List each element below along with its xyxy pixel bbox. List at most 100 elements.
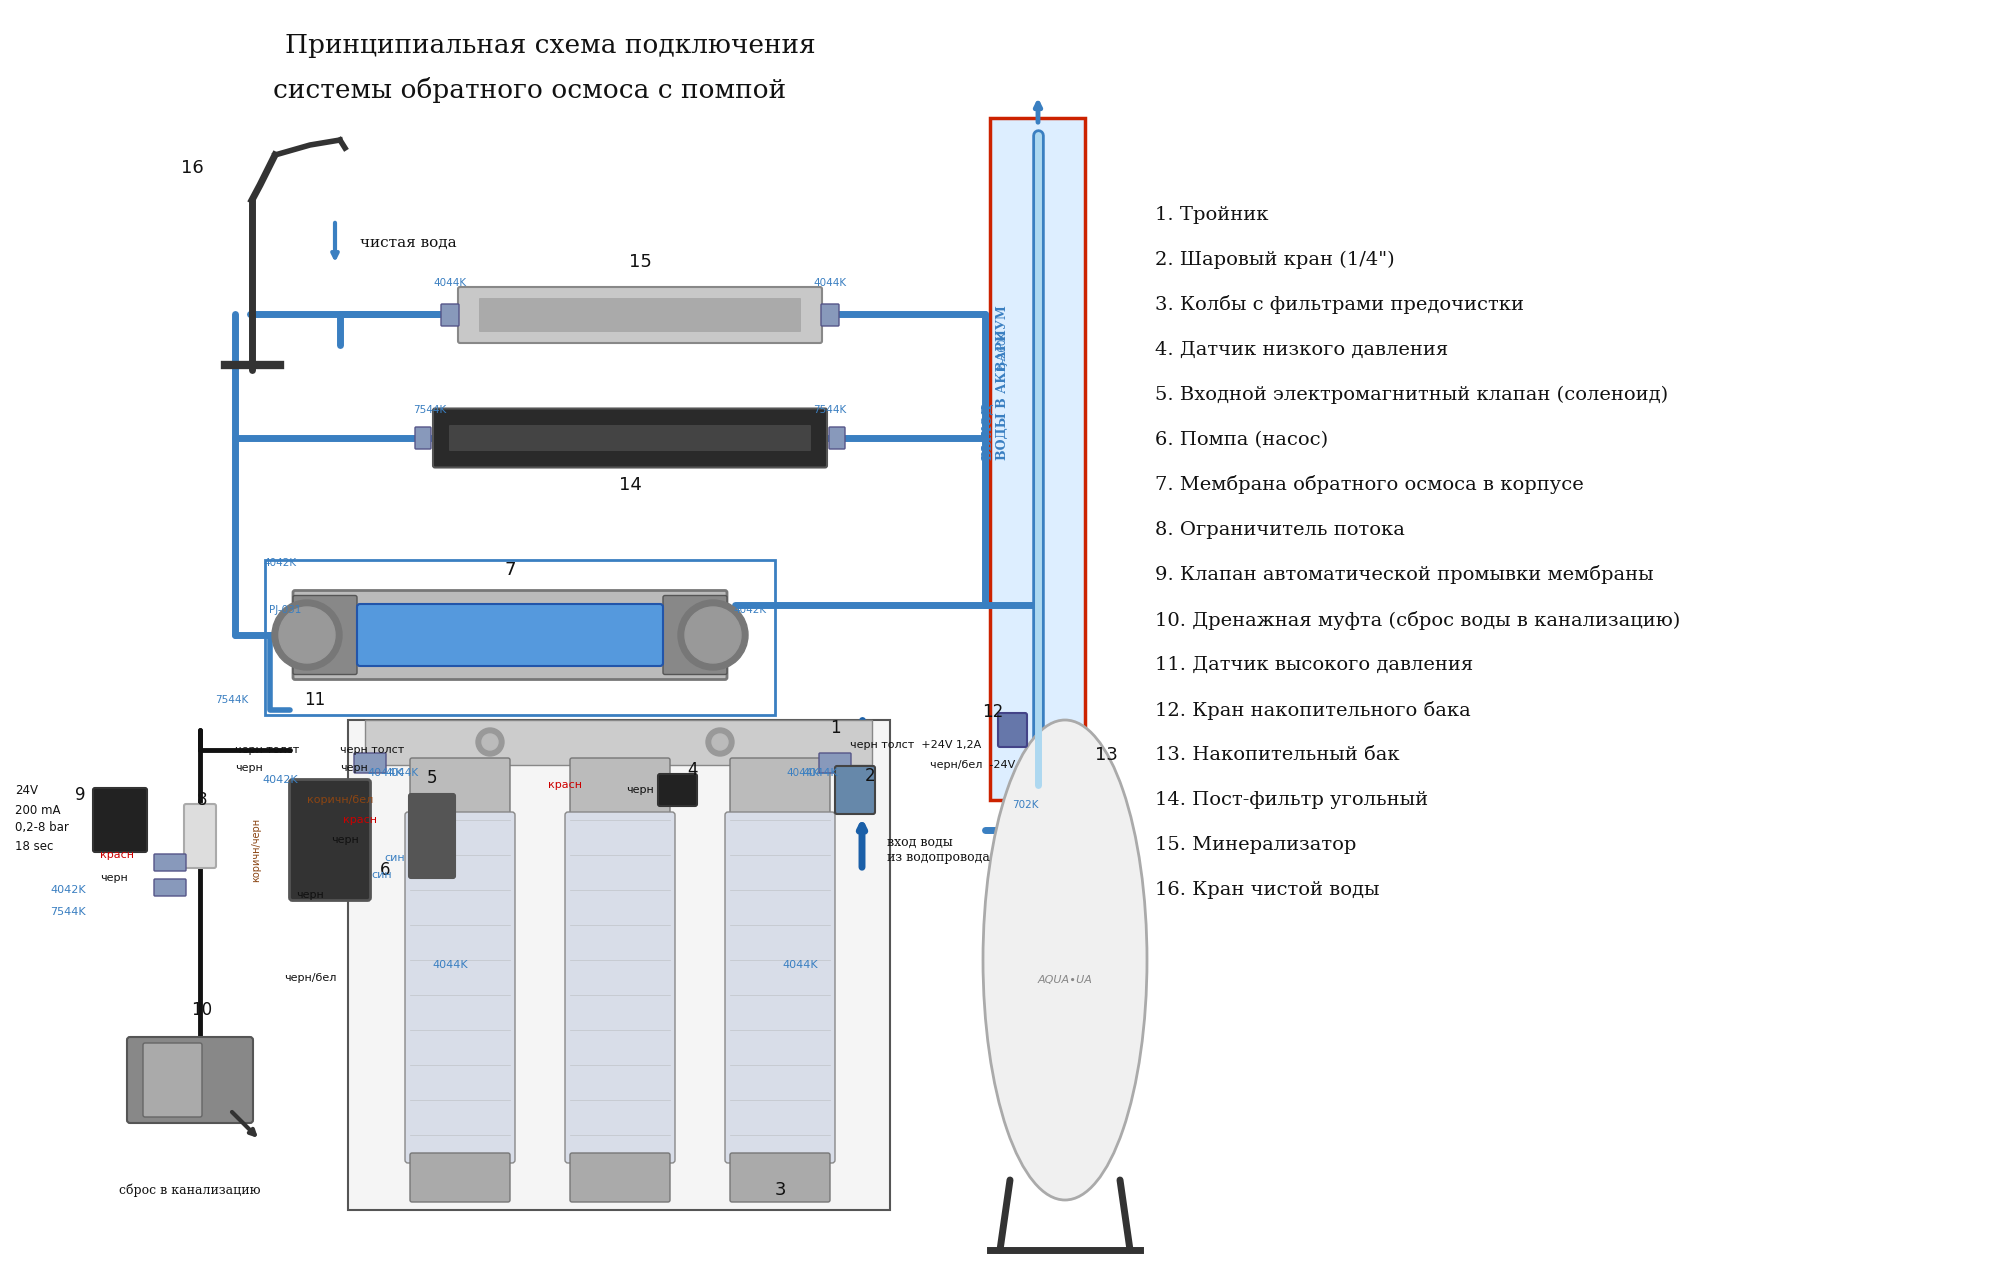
Text: черн: черн xyxy=(235,763,263,774)
Circle shape xyxy=(706,728,735,756)
Text: ВЫХОД
ВОДЫ В АКВАРИУМ: ВЫХОД ВОДЫ В АКВАРИУМ xyxy=(981,305,1008,460)
Circle shape xyxy=(678,600,749,670)
Text: 5: 5 xyxy=(427,769,438,787)
FancyBboxPatch shape xyxy=(829,427,845,449)
Text: 13. Накопительный бак: 13. Накопительный бак xyxy=(1154,746,1399,763)
Text: 7544K: 7544K xyxy=(413,404,446,415)
Text: син: син xyxy=(385,853,405,863)
Text: черн/бел  -24V: черн/бел -24V xyxy=(929,760,1016,770)
Text: 14. Пост-фильтр угольный: 14. Пост-фильтр угольный xyxy=(1154,791,1427,809)
Text: Принципиальная схема подключения: Принципиальная схема подключения xyxy=(285,33,815,57)
FancyBboxPatch shape xyxy=(570,758,670,817)
FancyBboxPatch shape xyxy=(564,811,674,1163)
Text: 4044K: 4044K xyxy=(367,769,403,779)
Text: красн: красн xyxy=(548,780,582,790)
Text: 3: 3 xyxy=(775,1181,785,1200)
FancyBboxPatch shape xyxy=(126,1036,253,1122)
Bar xyxy=(989,118,1084,800)
FancyBboxPatch shape xyxy=(409,758,510,817)
Text: 9. Клапан автоматической промывки мембраны: 9. Клапан автоматической промывки мембра… xyxy=(1154,565,1654,584)
Text: 16: 16 xyxy=(181,159,203,177)
Bar xyxy=(365,720,871,765)
FancyBboxPatch shape xyxy=(835,766,875,814)
Text: син: син xyxy=(371,870,391,880)
Circle shape xyxy=(482,734,498,750)
Text: 10: 10 xyxy=(191,1001,213,1019)
FancyBboxPatch shape xyxy=(821,305,839,326)
Text: 18 sec: 18 sec xyxy=(14,839,54,852)
Text: красн: красн xyxy=(100,849,134,860)
Text: 4044K: 4044K xyxy=(385,769,417,779)
Text: 11: 11 xyxy=(305,691,325,709)
FancyBboxPatch shape xyxy=(434,408,827,468)
Text: чистая вода: чистая вода xyxy=(359,236,456,250)
FancyBboxPatch shape xyxy=(819,753,851,774)
Text: черн: черн xyxy=(339,763,367,774)
FancyBboxPatch shape xyxy=(293,595,357,675)
Text: 4042K: 4042K xyxy=(263,775,297,785)
FancyBboxPatch shape xyxy=(442,305,460,326)
Text: черн толст: черн толст xyxy=(235,744,299,755)
Text: 11. Датчик высокого давления: 11. Датчик высокого давления xyxy=(1154,656,1473,674)
Text: 3. Колбы с фильтрами предочистки: 3. Колбы с фильтрами предочистки xyxy=(1154,296,1523,315)
Text: 15. Минерализатор: 15. Минерализатор xyxy=(1154,836,1355,854)
Text: 4042K: 4042K xyxy=(50,885,86,895)
Text: 7544K: 7544K xyxy=(215,695,249,705)
Text: 4. Датчик низкого давления: 4. Датчик низкого давления xyxy=(1154,341,1447,359)
FancyBboxPatch shape xyxy=(725,811,835,1163)
Text: сброс в канализацию: сброс в канализацию xyxy=(118,1183,261,1197)
Text: 4044K: 4044K xyxy=(813,278,847,288)
Text: 16. Кран чистой воды: 16. Кран чистой воды xyxy=(1154,881,1379,899)
FancyBboxPatch shape xyxy=(450,425,811,451)
Text: 4042K: 4042K xyxy=(263,557,297,568)
FancyBboxPatch shape xyxy=(731,1153,829,1202)
Text: 7544K: 7544K xyxy=(50,908,86,916)
FancyBboxPatch shape xyxy=(353,753,385,774)
Text: 4044K: 4044K xyxy=(787,769,819,779)
Text: 9: 9 xyxy=(74,786,84,804)
Bar xyxy=(347,720,889,1210)
Text: 702K: 702K xyxy=(1012,800,1038,810)
Text: PJ-031: PJ-031 xyxy=(269,605,301,616)
Text: системы обратного осмоса с помпой: системы обратного осмоса с помпой xyxy=(273,77,787,102)
Circle shape xyxy=(712,734,729,750)
Text: 7544K: 7544K xyxy=(813,404,847,415)
Text: 7: 7 xyxy=(504,561,516,579)
FancyBboxPatch shape xyxy=(293,590,727,680)
Text: 4042K: 4042K xyxy=(733,605,767,616)
Text: 0,2-8 bar: 0,2-8 bar xyxy=(14,822,68,834)
Circle shape xyxy=(271,600,341,670)
Text: 4044K: 4044K xyxy=(783,959,817,969)
Text: 1. Тройник: 1. Тройник xyxy=(1154,206,1268,224)
FancyBboxPatch shape xyxy=(155,878,187,896)
FancyBboxPatch shape xyxy=(185,804,217,868)
FancyBboxPatch shape xyxy=(662,595,727,675)
FancyBboxPatch shape xyxy=(155,854,187,871)
Text: 1: 1 xyxy=(829,719,839,737)
Text: PJ-260K: PJ-260K xyxy=(997,330,1006,369)
FancyBboxPatch shape xyxy=(570,1153,670,1202)
Text: 4: 4 xyxy=(688,761,698,779)
Text: черн толст: черн толст xyxy=(339,744,403,755)
Text: черн: черн xyxy=(100,873,128,884)
Text: 14: 14 xyxy=(618,477,640,494)
FancyBboxPatch shape xyxy=(409,1153,510,1202)
Text: 5. Входной электромагнитный клапан (соленоид): 5. Входной электромагнитный клапан (соле… xyxy=(1154,386,1668,404)
FancyBboxPatch shape xyxy=(480,298,801,332)
Text: красн: красн xyxy=(343,815,377,825)
FancyBboxPatch shape xyxy=(415,427,432,449)
Bar xyxy=(265,560,775,715)
Circle shape xyxy=(476,728,504,756)
FancyBboxPatch shape xyxy=(289,780,371,900)
Text: 2: 2 xyxy=(865,767,875,785)
Text: 2. Шаровый кран (1/4"): 2. Шаровый кран (1/4") xyxy=(1154,250,1395,269)
Text: вход воды
из водопровода: вход воды из водопровода xyxy=(887,836,989,865)
Text: черн: черн xyxy=(331,836,359,846)
Text: черн толст  +24V 1,2A: черн толст +24V 1,2A xyxy=(849,739,981,750)
Circle shape xyxy=(684,607,741,664)
Text: 4044K: 4044K xyxy=(434,278,466,288)
FancyBboxPatch shape xyxy=(405,811,514,1163)
Ellipse shape xyxy=(983,720,1146,1200)
Text: 13: 13 xyxy=(1094,746,1118,763)
Text: 8: 8 xyxy=(197,791,207,809)
